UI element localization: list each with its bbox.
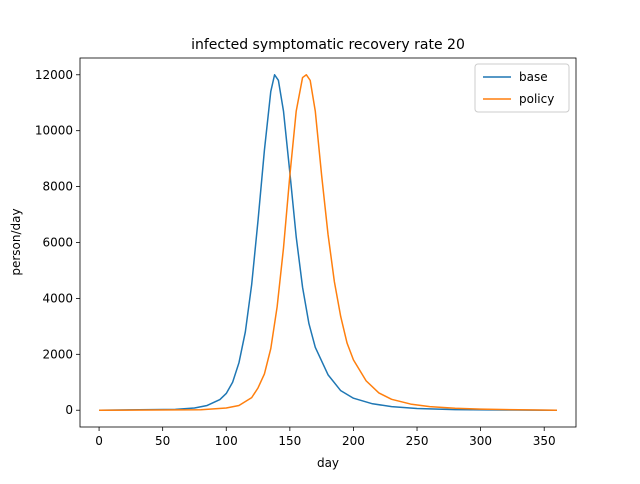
series-line-base <box>99 74 557 411</box>
y-tick-label: 2000 <box>42 347 73 361</box>
legend-label-policy: policy <box>519 92 554 106</box>
legend-box <box>474 63 570 113</box>
x-tick-label: 150 <box>278 434 301 448</box>
x-tick-label: 200 <box>342 434 365 448</box>
x-tick-label: 50 <box>155 434 170 448</box>
axes: 0 50 100 150 200 250 300 350 0 2000 4000 6000 8000 10… <box>35 57 577 448</box>
legend: base policy <box>474 63 570 113</box>
x-tick-label: 300 <box>469 434 492 448</box>
series-line-policy <box>99 74 557 411</box>
x-tick-label: 0 <box>95 434 103 448</box>
y-tick-label: 0 <box>65 403 73 417</box>
y-tick-label: 12000 <box>35 68 73 82</box>
x-tick-label: 350 <box>533 434 556 448</box>
y-tick-label: 8000 <box>42 180 73 194</box>
y-tick-label: 4000 <box>42 291 73 305</box>
x-tick-label: 250 <box>406 434 429 448</box>
y-tick-label: 10000 <box>35 124 73 138</box>
legend-label-base: base <box>519 70 548 84</box>
x-tick-label: 100 <box>215 434 238 448</box>
chart-title: infected symptomatic recovery rate 20 <box>191 37 465 53</box>
x-axis-label: day <box>317 456 339 470</box>
plot-area <box>99 74 557 411</box>
y-axis-label: person/day <box>9 208 23 275</box>
plot-frame <box>79 57 577 428</box>
y-tick-label: 6000 <box>42 236 73 250</box>
